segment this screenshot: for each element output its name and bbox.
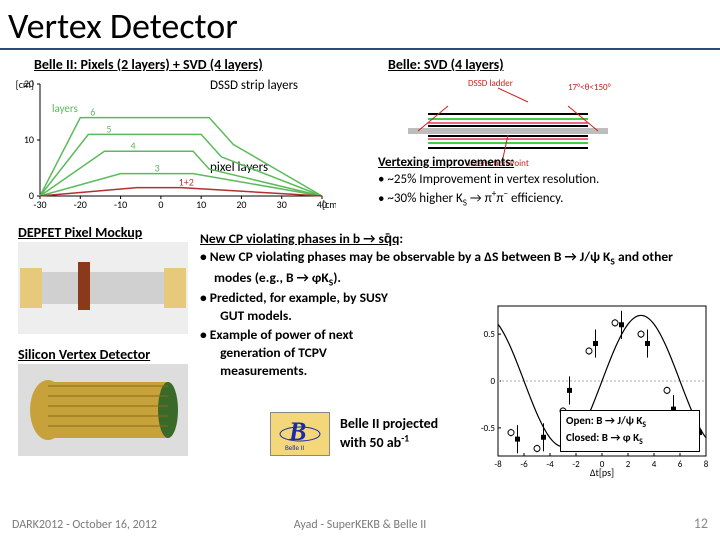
svg-text:layers: layers <box>52 102 78 115</box>
svd-detector-image <box>18 364 188 456</box>
svg-text:4: 4 <box>130 139 135 152</box>
vertexing-item-1: ~30% higher KS → π+π− efficiency. <box>387 191 563 206</box>
svg-text:DSSD ladder: DSSD ladder <box>468 78 513 89</box>
depfet-mockup-image <box>18 242 188 334</box>
depfet-label: DEPFET Pixel Mockup <box>18 224 142 241</box>
svg-text:20: 20 <box>236 198 246 211</box>
svg-text:0: 0 <box>490 376 495 387</box>
svg-text:-6: -6 <box>520 459 528 470</box>
projection-text: Belle II projected with 50 ab-1 <box>340 415 438 452</box>
vertexing-heading: Vertexing improvements: <box>378 155 514 170</box>
chart-legend: Open: B → J/ψ KS Closed: B → φ KS <box>560 410 700 452</box>
svg-text:-20: -20 <box>74 198 87 211</box>
vertexing-item-0: ~25% Improvement in vertex resolution. <box>387 172 599 187</box>
svg-text:5: 5 <box>106 122 111 135</box>
svg-text:8: 8 <box>704 459 709 470</box>
svg-text:-0.5: -0.5 <box>481 423 496 434</box>
legend-closed: Closed: B → φ KS <box>566 431 643 444</box>
page-number: 12 <box>694 515 708 532</box>
svg-text:17°<θ<150°: 17°<θ<150° <box>568 82 611 93</box>
svg-text:2: 2 <box>626 459 631 470</box>
svg-text:B: B <box>288 417 306 446</box>
svg-text:-8: -8 <box>494 459 502 470</box>
svg-text:-4: -4 <box>546 459 554 470</box>
footer-left: DARK2012 - October 16, 2012 <box>12 518 157 532</box>
svg-text:[cm]: [cm] <box>16 78 34 91</box>
svg-text:0.5: 0.5 <box>484 329 496 340</box>
svg-text:6: 6 <box>90 106 95 119</box>
svg-text:-30: -30 <box>33 198 46 211</box>
svg-text:0: 0 <box>29 189 34 202</box>
svg-text:30: 30 <box>277 198 287 211</box>
subtitle-right: Belle: SVD (4 layers) <box>388 56 504 73</box>
page-title: Vertex Detector <box>0 0 720 50</box>
cp-heading: New CP violating phases in b → sq̄q <box>200 230 399 247</box>
svg-text:0: 0 <box>158 198 163 211</box>
svg-text:10: 10 <box>24 133 34 146</box>
svg-text:10: 10 <box>196 198 206 211</box>
subtitle-left: Belle II: Pixels (2 layers) + SVD (4 lay… <box>34 56 263 73</box>
projection-line2: with 50 ab-1 <box>340 434 409 451</box>
svg-text:6: 6 <box>678 459 683 470</box>
svd-detector-label: Silicon Vertex Detector <box>18 346 150 363</box>
svg-text:-2: -2 <box>572 459 580 470</box>
layer-chart: -30-20-1001020304001020[cm][cm]65431+2la… <box>6 78 336 218</box>
svg-text:1+2: 1+2 <box>179 176 194 189</box>
svg-text:3: 3 <box>155 162 160 175</box>
svg-text:Belle II: Belle II <box>285 443 304 452</box>
legend-open: Open: B → J/ψ KS <box>566 414 646 427</box>
cp-bullet-0: • New CP violating phases may be observa… <box>200 248 710 289</box>
svg-text:Δt[ps]: Δt[ps] <box>590 466 614 478</box>
svg-text:[cm]: [cm] <box>322 198 336 211</box>
svg-text:-10: -10 <box>114 198 127 211</box>
belle2-logo: B Belle II <box>270 412 330 456</box>
footer-center: Ayad - SuperKEKB & Belle II <box>294 518 427 532</box>
vertexing-block: Vertexing improvements: • ~25% Improveme… <box>378 155 599 210</box>
svg-text:4: 4 <box>652 459 657 470</box>
